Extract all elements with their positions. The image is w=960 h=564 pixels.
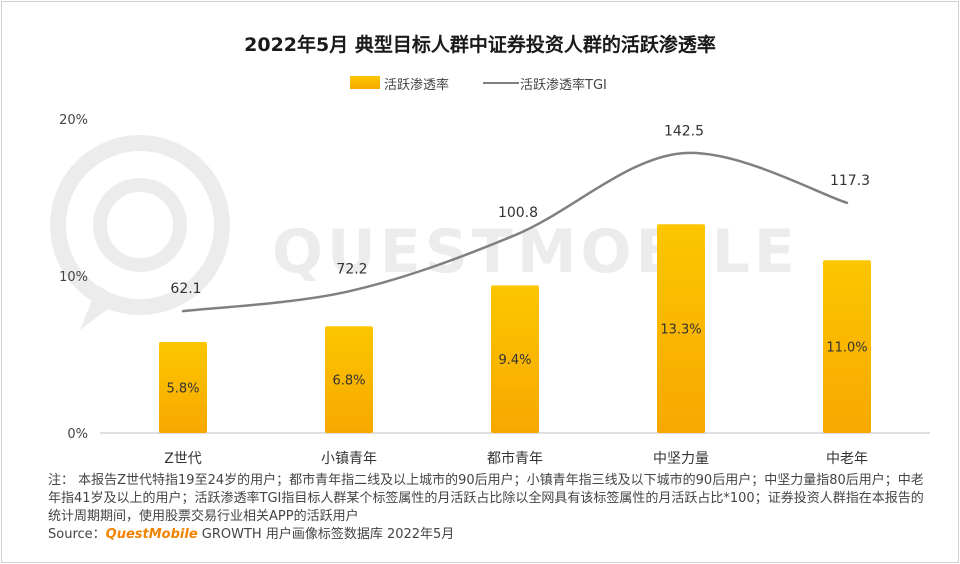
line-value-label: 100.8 <box>498 205 538 221</box>
line-value-label: 72.2 <box>336 261 367 277</box>
x-tick-label: Z世代 <box>164 451 202 467</box>
bar <box>657 224 705 433</box>
legend-bar-label: 活跃渗透率 <box>384 78 450 93</box>
watermark: QUESTMOBILE <box>50 135 799 330</box>
x-tick-label: 中坚力量 <box>653 451 709 467</box>
x-tick-label: 都市青年 <box>487 450 543 467</box>
line-value-label: 142.5 <box>664 123 704 139</box>
footnote: 注： 本报告Z世代特指19至24岁的用户；都市青年指二线及以上城市的90后用户；… <box>48 473 924 524</box>
bar-value-label: 9.4% <box>498 353 531 368</box>
source-line: Source：QuestMobile GROWTH 用户画像标签数据库 2022… <box>48 526 928 544</box>
bar-value-label: 6.8% <box>332 374 365 389</box>
legend-line-label: 活跃渗透率TGI <box>520 78 607 93</box>
watermark-logo-icon <box>50 135 230 330</box>
bar <box>491 285 539 433</box>
chart-title: 2022年5月 典型目标人群中证券投资人群的活跃渗透率 <box>244 34 716 56</box>
source-label: Source： <box>48 527 106 542</box>
bar-value-label: 11.0% <box>826 341 867 356</box>
bar-value-label: 5.8% <box>166 381 199 396</box>
bar <box>325 326 373 433</box>
legend-line-swatch <box>483 82 519 84</box>
chart-plot: QUESTMOBILE 0% 10% 20% Z世代 小镇青年 都市青年 中坚力量 中老年 5… <box>50 113 930 467</box>
x-tick-label: 小镇青年 <box>321 451 377 467</box>
y-tick-label: 20% <box>59 113 88 128</box>
bar <box>823 260 871 433</box>
line-value-label: 62.1 <box>170 281 201 297</box>
bar <box>159 341 207 433</box>
legend: 活跃渗透率 活跃渗透率TGI <box>0 73 960 93</box>
bar-value-label: 13.3% <box>660 323 701 338</box>
x-tick-label: 中老年 <box>826 451 868 467</box>
watermark-text: QUESTMOBILE <box>272 217 799 287</box>
source-brand: QuestMobile <box>105 527 198 542</box>
line-value-label: 117.3 <box>830 173 870 189</box>
y-tick-label: 10% <box>59 270 88 285</box>
notes-section: 注： 本报告Z世代特指19至24岁的用户；都市青年指二线及以上城市的90后用户；… <box>48 472 928 544</box>
source-text: GROWTH 用户画像标签数据库 2022年5月 <box>201 527 455 542</box>
y-tick-label: 0% <box>67 427 88 442</box>
legend-bar-swatch <box>350 76 380 89</box>
tgi-line <box>181 151 849 313</box>
